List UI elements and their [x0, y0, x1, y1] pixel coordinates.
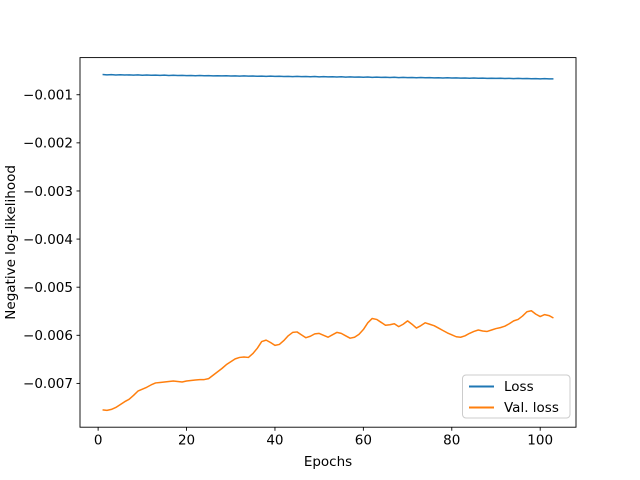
- x-tick-label: 80: [443, 433, 460, 449]
- y-tick-label: −0.007: [23, 376, 73, 392]
- y-axis-label: Negative log-likelihood: [3, 165, 19, 320]
- legend: Loss Val. loss: [462, 374, 571, 419]
- x-tick-label: 40: [266, 433, 283, 449]
- plot-frame: [79, 57, 577, 428]
- x-axis-label: Epochs: [304, 454, 352, 470]
- y-tick-label: −0.003: [23, 184, 73, 200]
- y-tick-group: −0.007 −0.006 −0.005 −0.004 −0.003 −0.002 −0.0…: [23, 88, 80, 392]
- legend-val-loss-label: Val. loss: [504, 400, 559, 416]
- y-tick-label: −0.001: [23, 88, 73, 104]
- y-tick-label: −0.006: [23, 328, 73, 344]
- y-tick-label: −0.004: [23, 232, 73, 248]
- x-tick-label: 0: [94, 433, 103, 449]
- x-tick-label: 100: [527, 433, 553, 449]
- series-group: [102, 73, 554, 412]
- x-tick-label: 20: [178, 433, 195, 449]
- y-tick-label: −0.005: [23, 280, 73, 296]
- x-tick-label: 60: [355, 433, 372, 449]
- y-tick-label: −0.002: [23, 136, 73, 152]
- val-loss-line: [102, 310, 554, 412]
- loss-line: [102, 73, 554, 80]
- legend-loss-label: Loss: [504, 379, 534, 395]
- x-tick-group: 0 20 40 60 80 100: [94, 427, 553, 449]
